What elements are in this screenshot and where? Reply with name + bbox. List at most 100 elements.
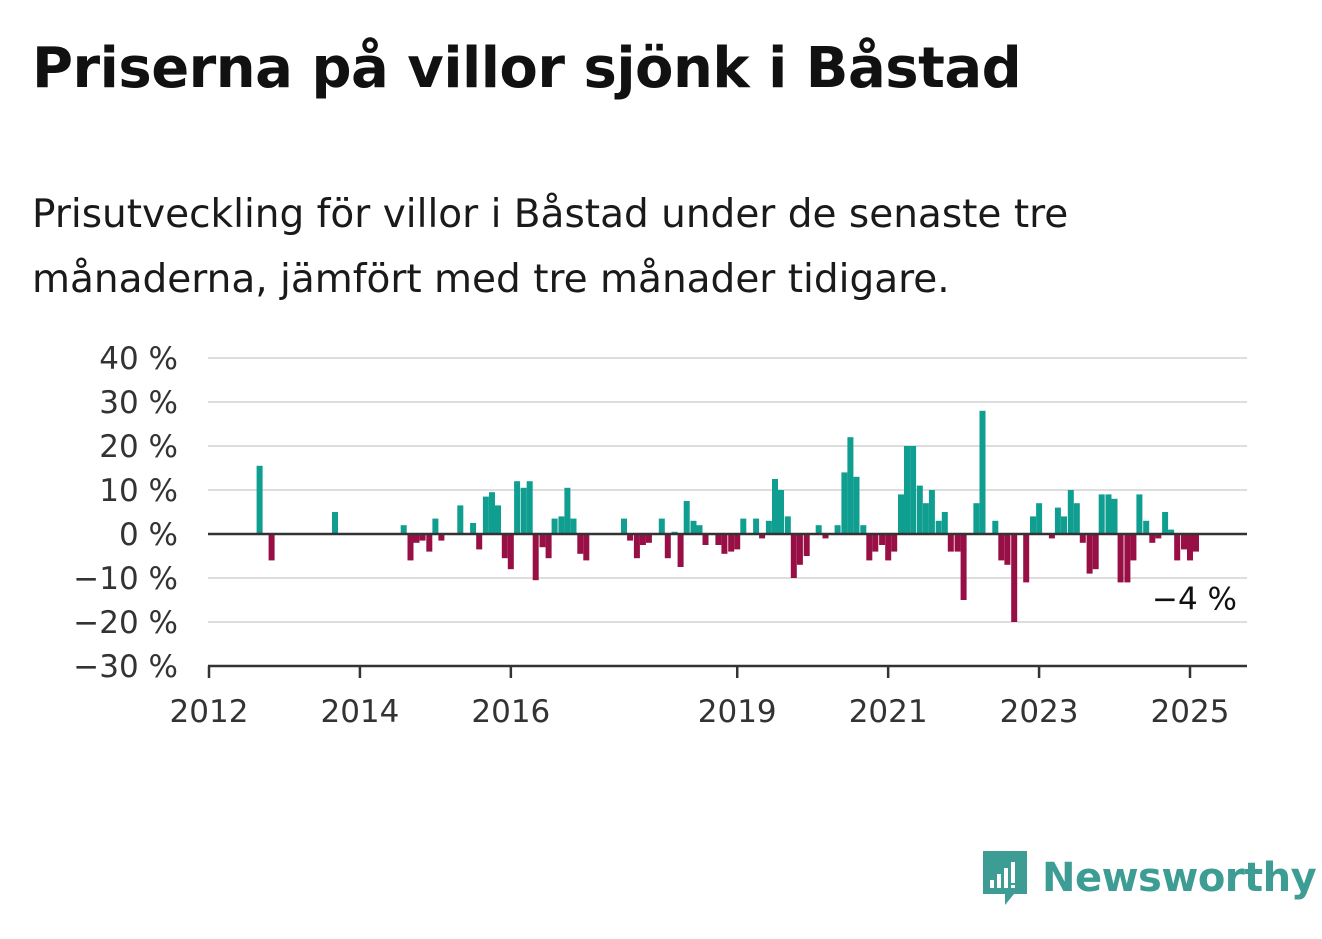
bar <box>1079 534 1086 543</box>
bar <box>532 534 539 581</box>
bar <box>677 534 684 567</box>
bar <box>1136 494 1143 534</box>
bar <box>495 505 501 534</box>
bar <box>683 501 690 534</box>
bar <box>1092 534 1099 570</box>
bar <box>1030 516 1036 534</box>
bar <box>1086 534 1093 574</box>
bar <box>772 479 778 534</box>
bar <box>489 492 495 534</box>
bar <box>627 534 634 541</box>
bar <box>1004 534 1011 565</box>
bar <box>690 520 697 534</box>
y-tick-label: 40 % <box>99 341 178 377</box>
bar <box>815 525 822 534</box>
x-tick-label: 2012 <box>170 694 249 730</box>
bar <box>1098 494 1105 534</box>
bar <box>476 534 483 550</box>
bar <box>947 534 954 552</box>
bar <box>796 534 803 565</box>
bar <box>778 490 784 534</box>
bar <box>879 534 886 545</box>
y-tick-label: 10 % <box>99 473 178 509</box>
bar <box>847 437 854 534</box>
bar <box>1073 503 1080 534</box>
bar <box>1149 534 1156 543</box>
newsworthy-logo-icon <box>983 851 1027 905</box>
bar <box>1143 520 1150 534</box>
bar <box>928 490 935 534</box>
bar <box>784 516 791 534</box>
tick-labels: 40 % 30 % 20 % 10 % 0 % −10 % −20 % −30 % 2012 20… <box>73 341 1237 730</box>
bar <box>1023 534 1030 583</box>
bar <box>891 534 898 552</box>
bar <box>564 487 571 534</box>
y-tick-label: −30 % <box>73 649 178 685</box>
bar <box>621 518 627 534</box>
bar <box>1054 507 1061 534</box>
bar <box>514 481 521 534</box>
bar <box>438 534 445 541</box>
bar <box>551 518 558 534</box>
bar <box>922 503 929 534</box>
bar <box>1130 534 1137 561</box>
bar <box>577 534 584 554</box>
x-tick-label: 2016 <box>471 694 550 730</box>
bar <box>721 534 728 554</box>
bar <box>941 512 948 534</box>
bar <box>898 494 904 534</box>
bar <box>1048 534 1055 539</box>
bar <box>558 516 565 534</box>
brand: Newsworthy <box>980 848 1317 908</box>
y-tick-label: −10 % <box>73 561 178 597</box>
bar <box>332 512 338 534</box>
x-tick-label: 2025 <box>1151 694 1230 730</box>
page-title: Priserna på villor sjönk i Båstad <box>32 36 1022 101</box>
bar <box>583 534 590 561</box>
bar <box>539 534 546 548</box>
bar <box>822 534 829 539</box>
bar <box>645 534 652 543</box>
bar <box>545 534 552 559</box>
bar-chart: 40 % 30 % 20 % 10 % 0 % −10 % −20 % −30 % 2012 20… <box>73 341 1247 730</box>
grid-lines <box>208 357 1247 623</box>
bar <box>1168 529 1175 534</box>
bar <box>910 446 917 534</box>
bar <box>753 518 760 534</box>
bars <box>256 410 1199 622</box>
bar <box>1117 534 1124 583</box>
bar <box>432 518 439 534</box>
bar <box>853 476 860 534</box>
bar <box>759 534 766 539</box>
bar <box>526 481 533 534</box>
bar <box>1174 534 1181 561</box>
bar <box>633 534 640 559</box>
x-tick-label: 2014 <box>320 694 399 730</box>
bar <box>1105 494 1112 534</box>
bar <box>803 534 810 556</box>
bar <box>639 534 646 545</box>
bar <box>658 518 665 534</box>
bar <box>520 487 527 534</box>
bar <box>268 534 275 561</box>
bar <box>664 534 671 559</box>
bar <box>765 520 772 534</box>
bar <box>501 534 508 559</box>
bar <box>419 534 426 541</box>
bar <box>1036 503 1043 534</box>
bar <box>1155 534 1162 539</box>
bar <box>872 534 879 552</box>
bar <box>507 534 514 570</box>
bar <box>413 534 420 543</box>
bar <box>696 525 703 534</box>
bar <box>1193 534 1199 552</box>
x-tick-label: 2019 <box>698 694 777 730</box>
bar <box>400 525 407 534</box>
bar <box>935 520 942 534</box>
x-tick-label: 2021 <box>849 694 928 730</box>
bar <box>973 503 980 534</box>
bar <box>702 534 709 545</box>
bar <box>998 534 1005 561</box>
bar <box>834 525 841 534</box>
bar <box>866 534 873 561</box>
